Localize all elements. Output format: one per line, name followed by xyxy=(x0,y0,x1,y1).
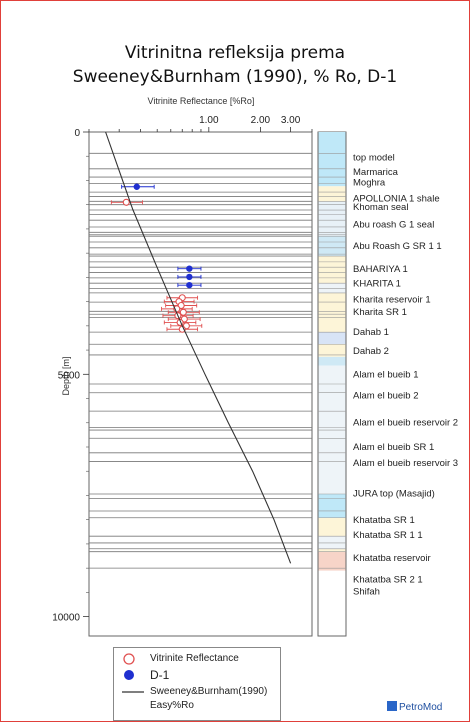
petromod-label: PetroMod xyxy=(399,702,443,713)
d1-point xyxy=(133,183,140,190)
x-axis-ticks: 1.00 2.00 3.00 xyxy=(88,115,313,132)
vitrinite-point xyxy=(179,308,187,316)
open-circle-icon xyxy=(123,653,135,665)
y-axis-ticks: 0 5000 10000 xyxy=(52,128,89,624)
legend-item-d1: D-1 xyxy=(114,668,280,682)
lithology-fill xyxy=(318,551,346,571)
x-tick-label: 3.00 xyxy=(281,115,301,126)
chart-title-line-2: Sweeney&Burnham (1990), % Ro, D-1 xyxy=(72,67,398,87)
x-axis-label: Vitrinite Reflectance [%Ro] xyxy=(148,96,255,106)
legend-label: D-1 xyxy=(150,668,170,682)
legend-item-vitrinite-reflectance: Vitrinite Reflectance xyxy=(114,652,280,666)
formation-label: APOLLONIA 1 shale xyxy=(353,193,440,204)
formation-label: Khatatba SR 2 1 xyxy=(353,574,423,585)
d1-point xyxy=(186,281,193,289)
formation-label: Marmarica xyxy=(353,167,399,178)
y-tick-label: 10000 xyxy=(52,613,80,624)
lithology-fill xyxy=(318,201,346,237)
formation-label: Dahab 1 xyxy=(353,327,389,338)
lithology-fill xyxy=(318,292,346,333)
y-tick-label: 5000 xyxy=(58,370,81,381)
lithology-fill xyxy=(318,283,346,293)
formation-label: Alam el bueib reservoir 3 xyxy=(353,458,458,469)
formation-label: Khoman seal xyxy=(353,202,408,213)
legend-item-sweeney-burnham: Sweeney&Burnham(1990) xyxy=(114,685,280,699)
filled-circle-icon xyxy=(124,670,134,680)
lithology-fill xyxy=(318,332,346,345)
lithology-fill xyxy=(318,256,346,284)
formation-label: Shifah xyxy=(353,587,380,598)
layer-boundaries xyxy=(89,152,346,569)
y-tick-label: 0 xyxy=(74,128,80,139)
chart-title-line-1: Vitrinitna refleksija prema xyxy=(124,43,346,63)
formation-label: Alam el bueib 2 xyxy=(353,391,418,402)
d1-point xyxy=(186,273,193,281)
formation-label: Abu Roash G SR 1 1 xyxy=(353,241,442,252)
petromod-logo: PetroMod xyxy=(387,701,442,713)
lithology-fill xyxy=(318,356,346,366)
vitrinite-point xyxy=(122,198,130,206)
lithology-fill xyxy=(318,132,346,187)
line-icon xyxy=(122,691,144,693)
d1-point xyxy=(186,265,193,272)
formation-label: Alam el bueib reservoir 2 xyxy=(353,418,458,429)
legend-label: Vitrinite Reflectance xyxy=(150,653,239,664)
lithology-fill xyxy=(318,517,346,537)
formation-label: Khatatba SR 1 xyxy=(353,515,415,526)
lithology-fill xyxy=(318,344,346,357)
formation-label: Dahab 2 xyxy=(353,346,389,357)
formation-label: Alam el bueib 1 xyxy=(353,370,418,381)
formation-label: Kharita SR 1 xyxy=(353,307,407,318)
y-axis-label: Depth [m] xyxy=(61,356,71,395)
x-tick-label: 1.00 xyxy=(199,115,219,126)
x-tick-label: 2.00 xyxy=(251,115,271,126)
formation-label: Alam el bueib SR 1 xyxy=(353,442,434,453)
formation-label: Khatatba reservoir xyxy=(353,553,431,564)
chart-series xyxy=(105,131,292,564)
formation-label: Abu roash G 1 seal xyxy=(353,219,434,230)
lithology-fill xyxy=(318,536,346,549)
formation-label: Kharita reservoir 1 xyxy=(353,295,431,306)
legend-label: Easy%Ro xyxy=(150,700,194,711)
lithology-fills xyxy=(318,132,346,571)
legend-item-easy-ro: Easy%Ro xyxy=(114,699,280,713)
lithology-fill xyxy=(318,186,346,202)
chart-legend: Vitrinite Reflectance D-1 Sweeney&Burnha… xyxy=(113,647,281,721)
formation-label: Moghra xyxy=(353,178,386,189)
formation-label: Khatatba SR 1 1 xyxy=(353,530,423,541)
formation-label: top model xyxy=(353,153,395,164)
formation-label: JURA top (Masajid) xyxy=(353,489,435,500)
lithology-fill xyxy=(318,494,346,518)
sweeney-burnham-curve xyxy=(105,131,292,564)
lithology-fill xyxy=(318,548,346,552)
legend-label: Sweeney&Burnham(1990) xyxy=(150,686,268,697)
formation-label: KHARITA 1 xyxy=(353,278,401,289)
lithology-fill xyxy=(318,236,346,257)
petromod-icon xyxy=(387,701,397,711)
formation-label: BAHARIYA 1 xyxy=(353,264,408,275)
